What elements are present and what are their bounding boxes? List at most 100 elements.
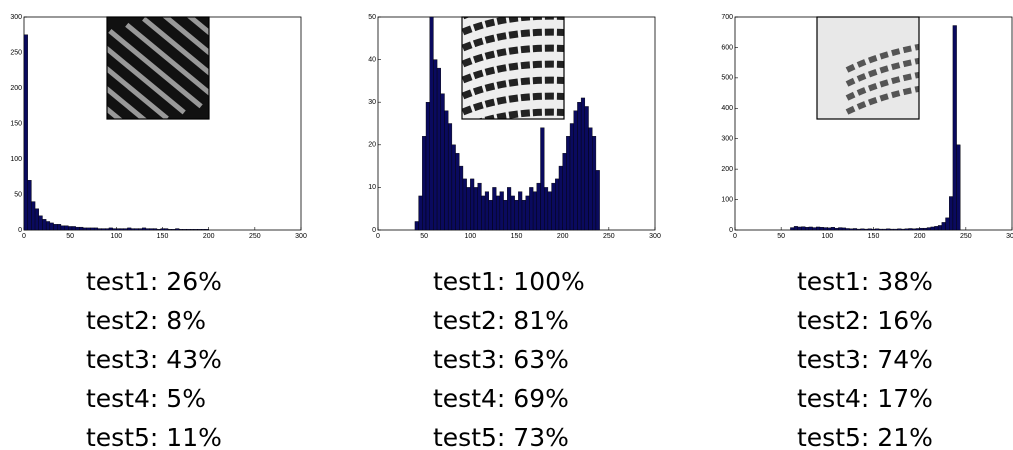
bar [193, 229, 198, 231]
bar [455, 153, 460, 231]
y-tick-label: 150 [10, 120, 22, 127]
bar [945, 217, 950, 231]
bg [817, 17, 919, 119]
bar [849, 228, 854, 231]
bar [418, 195, 423, 231]
bar [447, 123, 453, 231]
bar [186, 229, 191, 231]
bar [23, 34, 28, 231]
ridge [175, 17, 209, 84]
bar [812, 227, 817, 231]
ridge [462, 60, 564, 85]
y-tick-label: 30 [368, 99, 376, 106]
y-tick-label: 0 [372, 227, 376, 234]
x-tick-label: 50 [66, 233, 74, 240]
bar [171, 229, 176, 231]
bar [141, 227, 147, 231]
bar [919, 227, 924, 231]
y-tick-label: 40 [368, 56, 376, 63]
bar [201, 229, 206, 231]
bar [49, 222, 54, 231]
bar [867, 228, 872, 231]
bar [790, 227, 795, 231]
bar [153, 228, 158, 231]
bar [926, 227, 931, 231]
bar [112, 228, 117, 231]
y-tick-label: 250 [10, 49, 22, 56]
ridge [108, 29, 203, 109]
bar [934, 226, 939, 231]
ridge [462, 17, 564, 37]
x-tick-label: 250 [249, 233, 261, 240]
y-tick-label: 500 [721, 75, 733, 82]
bar [444, 110, 449, 231]
bar [514, 199, 519, 231]
bar [908, 228, 913, 231]
bar [886, 228, 891, 231]
x-tick-label: 200 [557, 233, 569, 240]
inset-image [106, 16, 210, 120]
ridge [142, 17, 209, 96]
y-tick-label: 50 [14, 191, 22, 198]
result-label: test4: 5% [86, 384, 206, 413]
bar [949, 196, 954, 231]
result-label: test1: 100% [433, 267, 585, 296]
bar [127, 227, 132, 231]
bar [897, 228, 902, 231]
ridge [107, 35, 186, 115]
bar [175, 228, 180, 231]
bar [204, 229, 209, 231]
y-tick-label: 100 [10, 156, 22, 163]
bar [838, 227, 843, 231]
bar [566, 136, 571, 231]
bar [915, 228, 920, 231]
y-tick-label: 0 [18, 227, 22, 234]
bar [189, 229, 195, 231]
result-label: test1: 38% [797, 267, 933, 296]
bar [27, 180, 32, 231]
bar [470, 178, 475, 231]
y-tick-label: 400 [721, 105, 733, 112]
bar [823, 227, 828, 231]
bar [588, 127, 593, 231]
x-tick-label: 100 [821, 233, 833, 240]
bar [577, 101, 582, 231]
bar [904, 228, 909, 231]
bar [53, 224, 58, 231]
bar [808, 226, 813, 231]
bar [182, 229, 187, 231]
x-tick-label: 300 [1006, 233, 1013, 240]
y-tick-label: 10 [368, 184, 376, 191]
bar [525, 195, 530, 231]
result-label: test3: 43% [86, 345, 222, 374]
bar [901, 228, 906, 231]
bar [38, 215, 43, 231]
bar [930, 226, 935, 231]
bar [433, 59, 438, 231]
result-label: test3: 63% [433, 345, 569, 374]
bar [484, 191, 489, 231]
bar [138, 228, 143, 231]
ridge [477, 108, 564, 119]
result-label: test2: 81% [433, 306, 569, 335]
bar [108, 227, 113, 231]
bar [592, 136, 597, 231]
bar [130, 228, 136, 231]
inset-border [106, 16, 210, 120]
bar [466, 187, 471, 231]
bar [164, 228, 169, 231]
bar [477, 182, 482, 231]
ridge [845, 71, 919, 101]
ridge [107, 53, 136, 119]
bar [529, 187, 534, 231]
x-tick-label: 150 [511, 233, 523, 240]
bar [68, 226, 73, 231]
x-tick-label: 0 [733, 233, 737, 240]
ridge [107, 41, 169, 119]
bar [156, 229, 161, 231]
x-tick-label: 0 [22, 233, 26, 240]
bar [119, 228, 124, 231]
bar [145, 228, 150, 231]
ridge [845, 57, 919, 87]
